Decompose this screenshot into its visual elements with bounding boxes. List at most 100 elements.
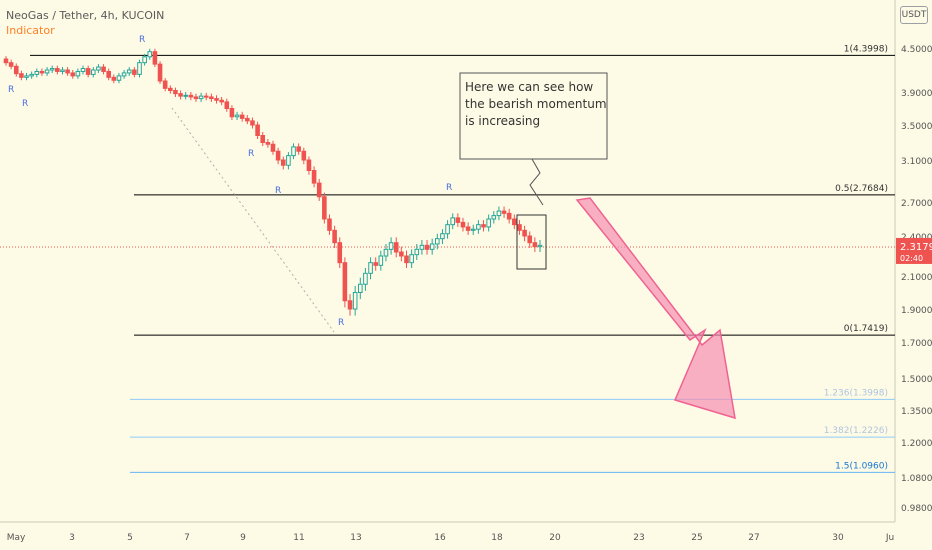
candle-body — [322, 196, 327, 220]
candle-body — [501, 210, 507, 214]
candle-body — [496, 210, 502, 217]
candle-body — [270, 143, 276, 152]
candle-body — [250, 120, 255, 126]
reversal-marker: R — [8, 85, 14, 95]
candle-body — [193, 96, 199, 100]
time-tick-label: 13 — [350, 533, 361, 543]
candle-body — [80, 68, 86, 72]
price-tick-label: 1.0800 — [901, 474, 932, 484]
time-tick-label: 27 — [748, 533, 759, 543]
candle-body — [60, 69, 65, 72]
callout-box — [459, 72, 608, 160]
indicator-label[interactable]: Indicator — [6, 24, 55, 37]
fib-extension-label: 1.236(1.3998) — [824, 388, 888, 398]
candle-body — [101, 66, 106, 72]
trend-guide-line — [171, 107, 335, 333]
candle-body — [491, 215, 497, 220]
candle-body — [532, 242, 538, 248]
candle-body — [429, 243, 435, 250]
price-tick-label: 2.7000 — [901, 199, 932, 209]
candle-body — [393, 242, 399, 253]
candle-body — [378, 255, 384, 266]
candle-body — [409, 254, 414, 264]
candle-body — [260, 135, 266, 143]
candle-body — [522, 229, 527, 237]
time-tick-label: 11 — [293, 533, 304, 543]
candle-body — [306, 159, 312, 171]
time-tick-label: 16 — [434, 533, 446, 543]
candle-body — [157, 63, 163, 82]
candle-body — [265, 142, 271, 145]
time-tick-label: May — [7, 533, 26, 543]
time-tick-label: 9 — [240, 533, 246, 543]
candle-body — [173, 90, 178, 95]
candle-body — [506, 212, 512, 220]
candle-body — [363, 272, 368, 285]
candle-body — [286, 155, 291, 166]
highlight-box — [516, 214, 547, 270]
candle-body — [470, 228, 476, 231]
candle-body — [168, 87, 173, 92]
candle-body — [460, 221, 466, 228]
candle-body — [280, 159, 286, 166]
candle-body — [229, 108, 235, 118]
candle-body — [368, 262, 373, 274]
callout-text: Here we can see how — [465, 80, 593, 94]
time-tick-label: 20 — [549, 533, 561, 543]
callout-pointer — [529, 158, 544, 206]
candle-body — [301, 150, 307, 161]
candle-body — [455, 217, 461, 223]
time-tick-label: 25 — [691, 533, 702, 543]
price-tick-label: 1.5000 — [901, 375, 932, 385]
candle-body — [465, 226, 471, 231]
reversal-marker: R — [22, 99, 28, 109]
candle-body — [24, 75, 29, 78]
price-tick-label: 1.3500 — [901, 407, 932, 417]
fib-level-label: 0(1.7419) — [844, 324, 888, 334]
chart-title: NeoGas / Tether, 4h, KUCOIN — [6, 9, 165, 22]
price-tick-label: 3.1000 — [901, 157, 932, 167]
candle-body — [142, 56, 147, 64]
price-tick-label: 1.9000 — [901, 306, 932, 316]
reversal-marker: R — [139, 35, 145, 45]
callout-text: is increasing — [465, 114, 540, 128]
reversal-marker: R — [446, 183, 452, 193]
fib-extension-label: 1.5(1.0960) — [835, 461, 888, 471]
fib-level-label: 0.5(2.7684) — [835, 184, 888, 194]
candle-body — [44, 69, 50, 74]
candle-body — [337, 242, 343, 264]
candle-body — [234, 114, 240, 118]
candle-body — [388, 242, 394, 250]
candle-body — [296, 146, 301, 152]
callout-text: the bearish momentum — [465, 97, 607, 111]
countdown-timer: 02:40 — [900, 254, 923, 263]
currency-badge[interactable]: USDT — [900, 6, 928, 24]
candle-body — [399, 251, 404, 257]
candle-body — [435, 238, 440, 245]
candle-body — [152, 51, 158, 65]
candle-body — [209, 96, 214, 100]
candle-body — [414, 248, 420, 256]
candle-body — [106, 70, 111, 78]
candle-body — [198, 95, 204, 100]
candle-body — [245, 117, 250, 122]
candle-body — [39, 70, 45, 74]
time-tick-label: 5 — [127, 533, 133, 543]
candle-body — [357, 283, 363, 293]
candle-body — [224, 101, 230, 110]
fib-level-label: 1(4.3998) — [844, 44, 888, 54]
time-tick-label: 30 — [832, 533, 844, 543]
price-tick-label: 1.7000 — [901, 339, 932, 349]
price-tick-label: 0.9800 — [901, 504, 932, 514]
price-tick-label: 2.1000 — [901, 273, 932, 283]
last-price-bg — [896, 237, 932, 264]
last-price-value: 2.3179 — [900, 242, 932, 253]
candle-body — [214, 98, 219, 101]
candle-body — [486, 218, 491, 228]
reversal-marker: R — [275, 186, 281, 196]
candle-body — [70, 72, 76, 77]
candle-body — [65, 69, 70, 74]
